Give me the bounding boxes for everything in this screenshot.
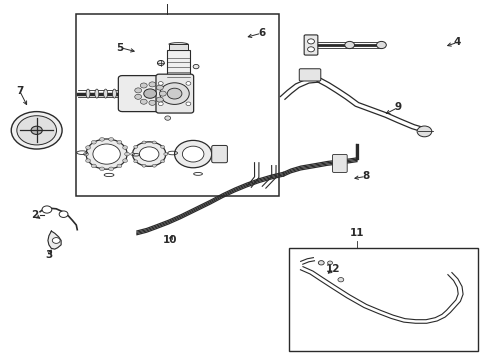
Circle shape [163, 153, 167, 156]
Circle shape [86, 139, 127, 169]
FancyBboxPatch shape [332, 154, 346, 172]
Circle shape [143, 89, 156, 98]
Text: 4: 4 [452, 37, 460, 48]
Circle shape [133, 145, 137, 148]
Circle shape [133, 160, 137, 163]
Text: 5: 5 [116, 42, 123, 53]
Circle shape [167, 88, 182, 99]
Circle shape [11, 112, 62, 149]
Circle shape [161, 160, 164, 163]
Polygon shape [48, 231, 61, 249]
Ellipse shape [103, 89, 107, 98]
Circle shape [337, 278, 343, 282]
Circle shape [108, 138, 113, 141]
Ellipse shape [112, 89, 116, 98]
FancyBboxPatch shape [304, 35, 317, 55]
Circle shape [159, 91, 166, 96]
Circle shape [182, 146, 203, 162]
Circle shape [156, 97, 163, 102]
Bar [76, 14, 278, 196]
Circle shape [152, 164, 156, 167]
Circle shape [130, 153, 134, 156]
Circle shape [135, 94, 142, 99]
Circle shape [157, 60, 164, 66]
Circle shape [122, 159, 127, 162]
Circle shape [327, 261, 332, 265]
Text: 10: 10 [163, 235, 177, 246]
Circle shape [161, 145, 164, 148]
Bar [166, 50, 190, 80]
Text: 8: 8 [362, 171, 368, 181]
FancyBboxPatch shape [299, 69, 320, 81]
FancyBboxPatch shape [118, 76, 163, 112]
Circle shape [108, 167, 113, 171]
Circle shape [185, 82, 190, 85]
Circle shape [93, 144, 120, 164]
Circle shape [85, 146, 90, 149]
Circle shape [140, 99, 147, 104]
Text: 1: 1 [163, 0, 171, 1]
Circle shape [59, 211, 68, 217]
Text: 11: 11 [349, 228, 364, 238]
Circle shape [117, 140, 122, 144]
Circle shape [83, 152, 88, 156]
Circle shape [164, 116, 170, 120]
Bar [289, 248, 477, 351]
Text: 9: 9 [394, 102, 401, 112]
Circle shape [139, 147, 159, 161]
Circle shape [85, 159, 90, 162]
Circle shape [193, 64, 199, 69]
Circle shape [307, 39, 314, 44]
Circle shape [140, 83, 147, 88]
Circle shape [31, 126, 42, 134]
Circle shape [142, 141, 145, 144]
Circle shape [174, 140, 211, 168]
Text: 6: 6 [258, 28, 264, 38]
Circle shape [132, 142, 165, 166]
FancyBboxPatch shape [156, 74, 193, 113]
Circle shape [17, 116, 57, 145]
Circle shape [149, 82, 156, 87]
FancyBboxPatch shape [211, 145, 227, 163]
Ellipse shape [95, 89, 99, 98]
Circle shape [142, 164, 145, 167]
Circle shape [376, 41, 386, 49]
Circle shape [416, 126, 431, 137]
Circle shape [160, 83, 189, 104]
Circle shape [158, 102, 163, 105]
Circle shape [135, 88, 142, 93]
Circle shape [91, 164, 96, 168]
Circle shape [91, 140, 96, 144]
Ellipse shape [86, 89, 90, 98]
Text: 3: 3 [45, 250, 52, 260]
Circle shape [158, 82, 163, 85]
Circle shape [149, 100, 156, 105]
Text: 12: 12 [325, 264, 340, 274]
Circle shape [42, 206, 52, 213]
Circle shape [156, 85, 163, 90]
Circle shape [307, 47, 314, 52]
Circle shape [122, 146, 127, 149]
Circle shape [52, 238, 60, 243]
Circle shape [124, 152, 129, 156]
Circle shape [100, 167, 104, 171]
Circle shape [117, 164, 122, 168]
Circle shape [185, 102, 190, 105]
Circle shape [152, 141, 156, 144]
Bar [168, 44, 188, 49]
Circle shape [344, 41, 354, 49]
Circle shape [100, 138, 104, 141]
Circle shape [318, 261, 324, 265]
Text: 2: 2 [32, 210, 39, 220]
Text: 7: 7 [16, 86, 23, 96]
